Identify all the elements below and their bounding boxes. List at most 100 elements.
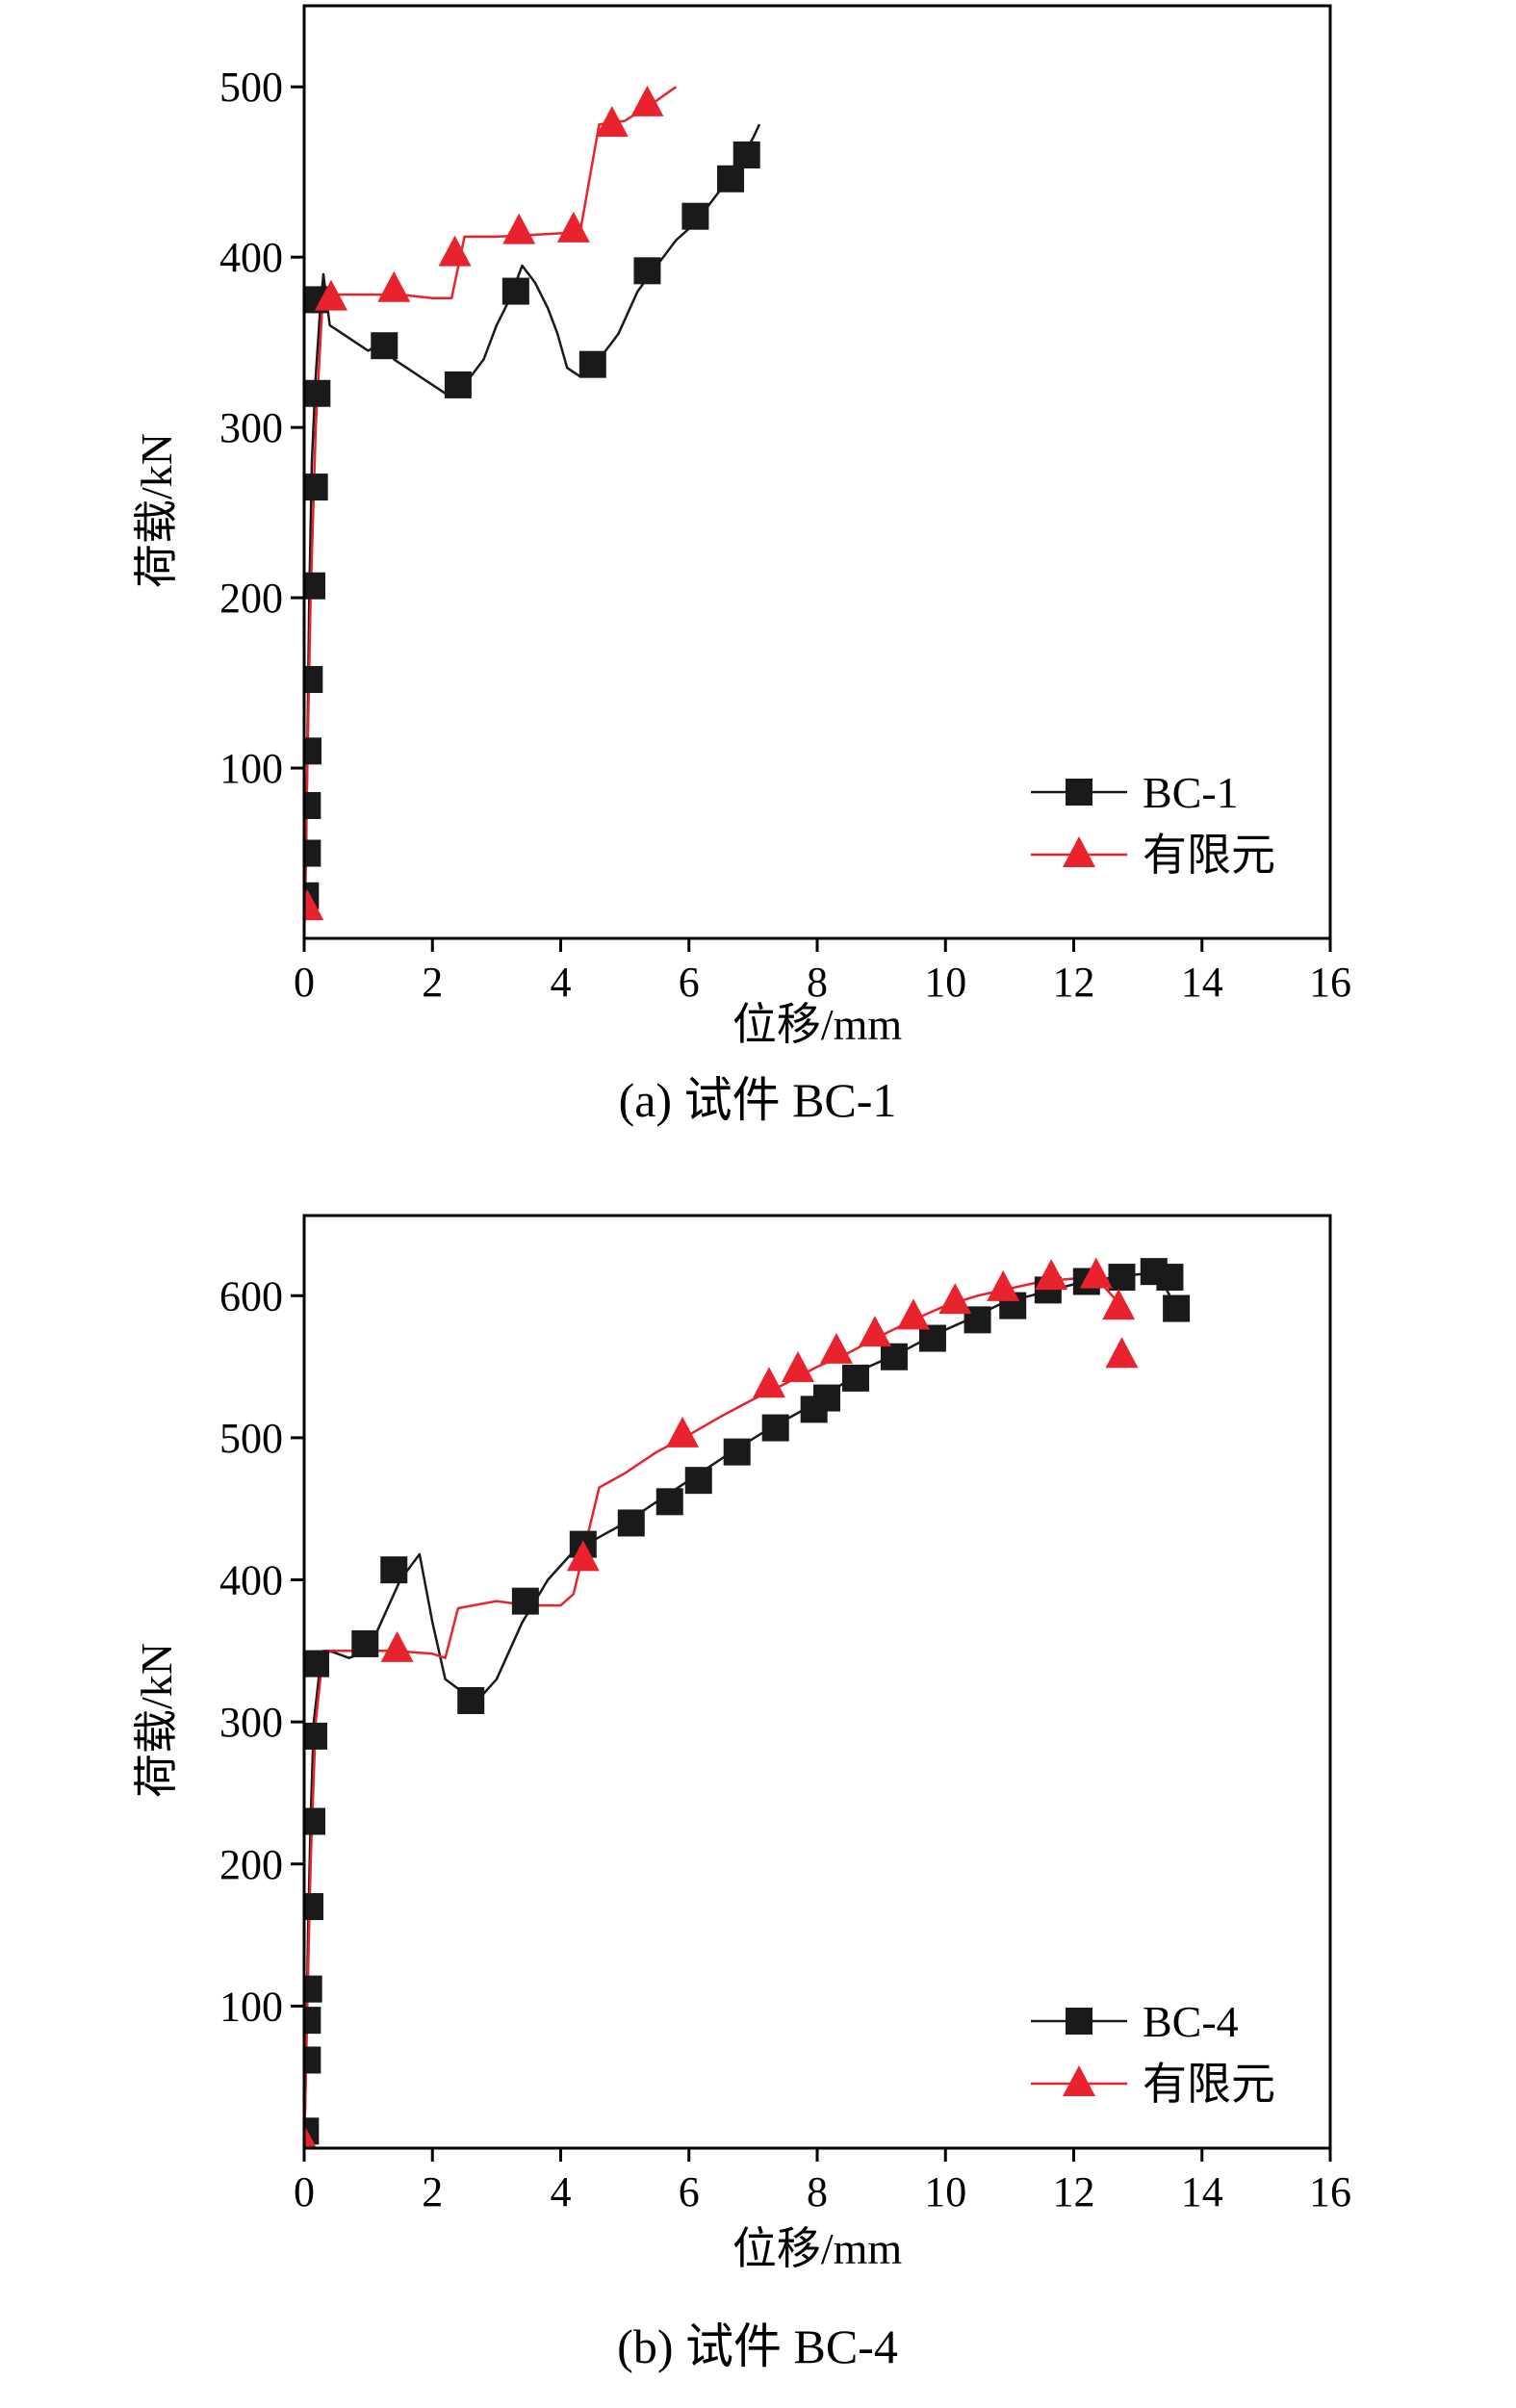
chart-a-series-1-marker-2 <box>377 270 411 302</box>
chart-b-y-tick-label-1: 200 <box>219 1841 283 1888</box>
chart-a-legend: BC-1 有限元 <box>1031 768 1275 880</box>
chart-a-y-tick-label-1: 200 <box>219 575 283 622</box>
chart-b-series-1-marker-2 <box>566 1540 600 1572</box>
chart-b-series-1-marker-7 <box>858 1316 891 1347</box>
chart-b-series-0-marker-19 <box>812 1384 840 1412</box>
chart-a-y-tick-label-0: 100 <box>219 745 283 792</box>
chart-a-series-0-marker-11 <box>501 277 529 305</box>
chart-b-series-0-marker-8 <box>351 1629 379 1657</box>
chart-a-legend-label-1: 有限元 <box>1143 831 1275 880</box>
chart-b-y-tick-label-5: 600 <box>219 1272 283 1319</box>
chart-a-series-1-marker-7 <box>630 85 664 116</box>
chart-a-y-tick-label-2: 300 <box>219 404 283 451</box>
chart-b-series-0-marker-16 <box>723 1438 751 1466</box>
chart-a-y-tick-label-4: 500 <box>219 64 283 111</box>
chart-b-series-0-marker-13 <box>617 1509 645 1537</box>
chart-b-series-0-marker-1 <box>304 2046 321 2074</box>
chart-b-series-0-marker-21 <box>880 1343 908 1371</box>
chart-b-legend: BC-4 有限元 <box>1031 1997 1275 2109</box>
chart-a-x-tick-label-1: 2 <box>422 959 443 1006</box>
chart-a-x-tick-label-7: 14 <box>1181 959 1223 1006</box>
chart-b-series-0-marker-14 <box>655 1488 683 1516</box>
chart-b-y-tick-label-3: 400 <box>219 1557 283 1604</box>
chart-a-x-axis-title: 位移/mm <box>732 1000 903 1049</box>
chart-a-x-tick-label-3: 6 <box>679 959 700 1006</box>
chart-a-x-tick-label-4: 8 <box>807 959 828 1006</box>
chart-b-series-1-marker-14 <box>1105 1337 1139 1369</box>
chart-b-series-0-marker-20 <box>841 1364 869 1392</box>
chart-b-x-tick-label-8: 16 <box>1309 2168 1351 2216</box>
chart-b-series-0-marker-4 <box>304 1893 323 1921</box>
chart-a-series-1-marker-5 <box>556 211 590 243</box>
chart-b-series-1-marker-13 <box>1102 1289 1136 1320</box>
chart-b-x-tick-label-3: 6 <box>679 2168 700 2216</box>
chart-b-series-1-marker-0 <box>304 2127 317 2148</box>
chart-a-series-0-marker-2 <box>304 791 321 819</box>
chart-a-series-1-marker-6 <box>595 106 629 138</box>
chart-a-series-0-marker-1 <box>304 839 321 867</box>
chart-b-x-tick-label-5: 10 <box>924 2168 966 2216</box>
chart-b-series-1-marker-5 <box>782 1351 815 1383</box>
chart-b-series-1-marker-10 <box>987 1269 1020 1301</box>
chart-b-y-tick-label-4: 500 <box>219 1415 283 1462</box>
chart-panel-b: 0 2 4 6 8 10 12 14 16 100 200 300 400 500 600 位移/mm 荷载/k… <box>0 1193 1516 2408</box>
chart-a-series-0-marker-3 <box>304 737 321 765</box>
chart-b-series-1-marker-3 <box>666 1416 700 1447</box>
chart-b-x-tick-label-7: 14 <box>1181 2168 1223 2216</box>
chart-b-x-tick-label-2: 4 <box>551 2168 572 2216</box>
chart-b-series-1-marker-4 <box>753 1367 786 1398</box>
chart-b-caption: (b) 试件 BC-4 <box>617 2319 898 2373</box>
chart-b-series-0-marker-7 <box>304 1650 329 1678</box>
chart-a-x-tick-label-2: 4 <box>551 959 572 1006</box>
chart-b-series-0-marker-17 <box>761 1414 789 1442</box>
chart-b-series-1-marker-9 <box>938 1283 972 1315</box>
chart-b-series-0-marker-29 <box>1156 1264 1184 1292</box>
chart-b-x-axis-title: 位移/mm <box>732 2224 903 2273</box>
chart-b-series-0-marker-11 <box>511 1587 539 1615</box>
chart-b-y-tick-label-2: 300 <box>219 1699 283 1746</box>
chart-b-legend-symbol-0 <box>1066 2008 1092 2035</box>
chart-a-series-1-marker-0 <box>304 889 324 921</box>
chart-b-x-tick-label-0: 0 <box>294 2168 315 2216</box>
chart-b-y-axis-title: 荷载/kN <box>132 1643 181 1798</box>
chart-b-series-1-marker-8 <box>896 1298 930 1330</box>
chart-a-y-axis-title: 荷载/kN <box>132 433 181 588</box>
chart-b-series-0-marker-10 <box>457 1686 485 1714</box>
chart-a-series-0-marker-15 <box>717 165 745 192</box>
chart-b-series-1-marker-11 <box>1035 1259 1068 1291</box>
chart-b-plot-area <box>304 1257 1191 2148</box>
chart-b-x-tick-label-4: 8 <box>807 2168 828 2216</box>
chart-a-legend-label-0: BC-1 <box>1143 768 1239 817</box>
chart-b-series-0-marker-6 <box>304 1722 327 1750</box>
chart-b-legend-symbol-1 <box>1063 2065 1095 2096</box>
chart-a-x-tick-label-5: 10 <box>924 959 966 1006</box>
chart-b-x-tick-label-6: 12 <box>1053 2168 1095 2216</box>
chart-b-series-0-marker-5 <box>304 1807 325 1835</box>
chart-a-x-tick-label-8: 16 <box>1309 959 1351 1006</box>
chart-b-series-1-marker-6 <box>819 1332 853 1364</box>
chart-b-legend-label-1: 有限元 <box>1143 2060 1275 2109</box>
chart-a-x-tick-label-6: 12 <box>1053 959 1095 1006</box>
chart-a-series-0-marker-10 <box>444 371 472 398</box>
chart-b-series-1-marker-12 <box>1079 1257 1113 1289</box>
chart-a-series-0-marker-16 <box>732 141 760 169</box>
chart-a-legend-symbol-0 <box>1066 779 1092 806</box>
chart-a-series-1-marker-4 <box>502 213 536 244</box>
chart-a-series-0-marker-5 <box>304 572 325 600</box>
chart-b-series-0-line <box>304 1271 1178 2148</box>
chart-a-svg: 0 2 4 6 8 10 12 14 16 100 200 300 400 500 位移/mm 荷载/kN BC… <box>132 4 1351 1127</box>
chart-b-series-0-marker-3 <box>304 1975 322 2003</box>
chart-b-series-0-marker-27 <box>1108 1264 1136 1292</box>
chart-b-series-0-marker-9 <box>380 1556 408 1584</box>
chart-a-legend-symbol-1 <box>1063 836 1095 867</box>
chart-b-legend-label-0: BC-4 <box>1143 1997 1239 2046</box>
chart-b-series-0-marker-30 <box>1163 1294 1191 1322</box>
chart-a-series-0-marker-14 <box>681 202 709 230</box>
chart-a-series-1-line <box>304 86 678 938</box>
chart-b-x-tick-label-1: 2 <box>422 2168 443 2216</box>
chart-a-series-0-marker-9 <box>371 332 398 360</box>
chart-a-plot-area <box>304 85 761 938</box>
chart-a-series-0-marker-13 <box>633 257 661 285</box>
chart-a-series-0-marker-6 <box>304 474 328 501</box>
chart-a-series-0-marker-7 <box>304 379 331 407</box>
